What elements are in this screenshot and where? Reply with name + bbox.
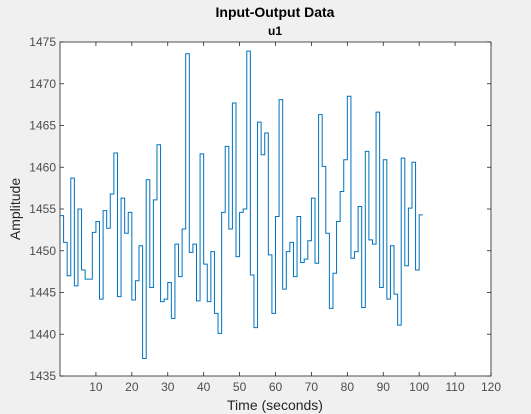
x-tick-label: 40 — [197, 380, 211, 394]
x-tick-label: 60 — [269, 380, 283, 394]
y-tick-label: 1465 — [29, 119, 56, 133]
x-axis-label: Time (seconds) — [227, 397, 323, 413]
y-tick-label: 1450 — [29, 244, 56, 258]
x-tick-label: 70 — [305, 380, 319, 394]
y-tick-label: 1470 — [29, 77, 56, 91]
x-tick-label: 20 — [125, 380, 139, 394]
x-tick-label: 90 — [377, 380, 391, 394]
y-axis-label: Amplitude — [7, 178, 23, 240]
y-tick-label: 1475 — [29, 35, 56, 49]
x-axis-ticks: 10 20 30 40 50 60 70 80 90 100 110 120 — [89, 42, 501, 394]
x-tick-label: 100 — [409, 380, 429, 394]
y-tick-label: 1460 — [29, 160, 56, 174]
chart-title: Input-Output Data — [216, 4, 335, 20]
y-tick-label: 1440 — [29, 327, 56, 341]
series-line-u1 — [60, 50, 423, 359]
y-axis-ticks: 1435 1440 1445 1450 1455 1460 1465 1470 1475 — [29, 35, 491, 383]
x-tick-label: 30 — [161, 380, 175, 394]
plot-area[interactable] — [59, 41, 492, 377]
y-tick-label: 1435 — [29, 369, 56, 383]
y-tick-label: 1455 — [29, 202, 56, 216]
x-tick-label: 120 — [481, 380, 501, 394]
x-tick-label: 10 — [89, 380, 103, 394]
x-tick-label: 50 — [233, 380, 247, 394]
x-tick-label: 110 — [446, 380, 465, 394]
chart-subtitle: u1 — [268, 24, 282, 38]
y-tick-label: 1445 — [29, 286, 56, 300]
x-tick-label: 80 — [341, 380, 355, 394]
